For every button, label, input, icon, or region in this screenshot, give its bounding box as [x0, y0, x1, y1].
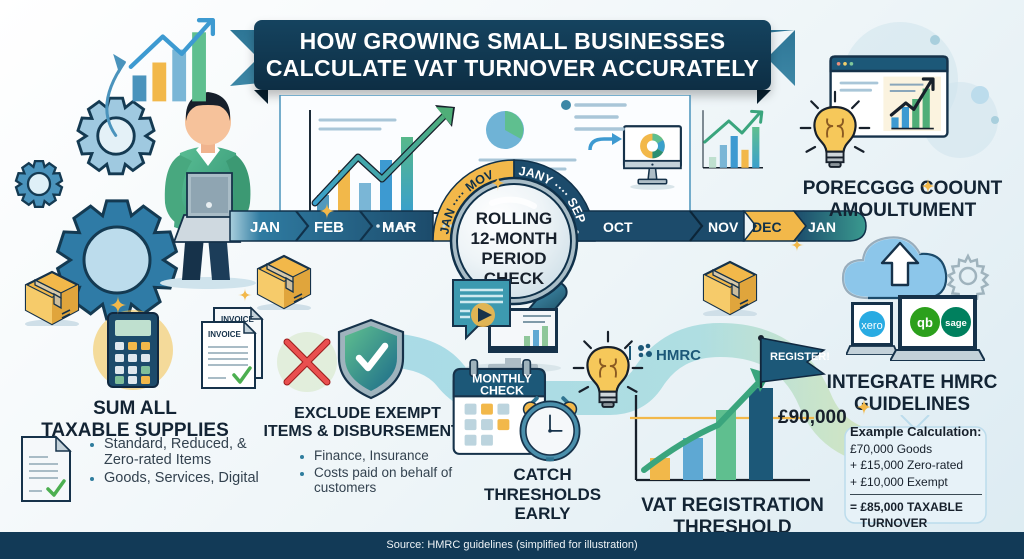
svg-text:REGISTER!: REGISTER! — [770, 351, 830, 363]
svg-text:HMRC: HMRC — [656, 347, 701, 364]
svg-text:£90,000: £90,000 — [778, 407, 847, 428]
